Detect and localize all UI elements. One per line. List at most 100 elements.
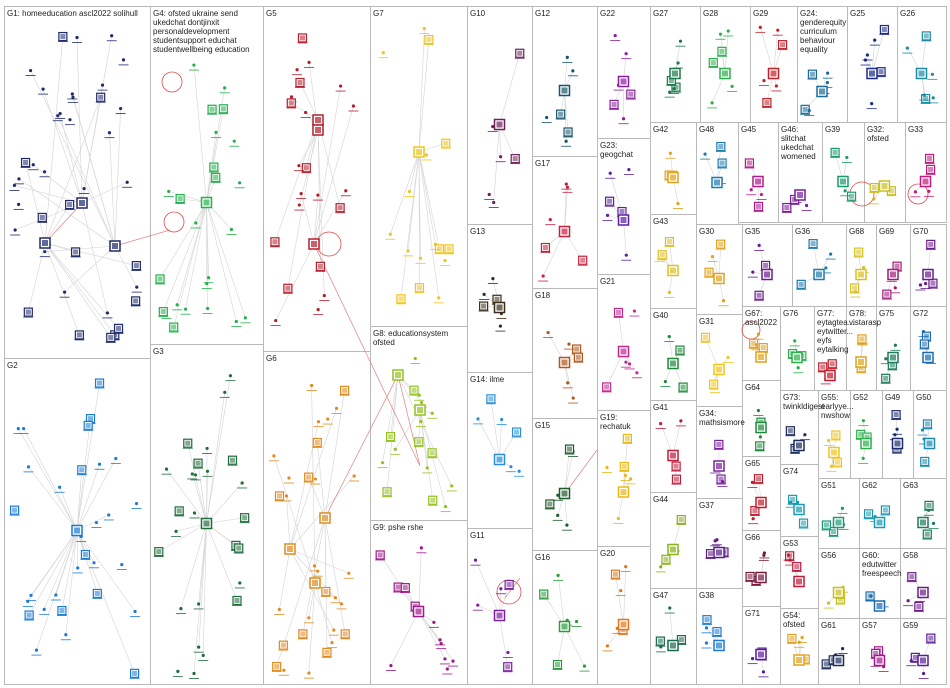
hub-avatar-image: [922, 178, 929, 185]
user-node: [344, 189, 348, 193]
user-node: [759, 192, 764, 197]
user-node: [506, 650, 510, 655]
group-label-g2: G2: [7, 361, 18, 370]
avatar-image: [858, 365, 864, 371]
hub-avatar-image: [716, 366, 722, 373]
edge: [206, 108, 224, 203]
user-node: [774, 84, 778, 88]
avatar-image: [663, 556, 669, 562]
hub-avatar-image: [890, 271, 896, 278]
edge: [273, 455, 316, 584]
avatar-image: [711, 381, 717, 387]
user-node: [672, 86, 676, 91]
edge: [197, 463, 207, 524]
avatar-image: [185, 440, 191, 446]
avatar-image: [928, 166, 934, 172]
hub-avatar-image: [79, 200, 85, 206]
avatar-image: [25, 309, 31, 315]
user-node: [667, 290, 671, 294]
group-box-g36: [792, 224, 847, 307]
user-node: [432, 620, 436, 624]
user-node: [659, 565, 663, 569]
avatar-image: [317, 263, 323, 269]
edge: [564, 90, 569, 133]
avatar-image: [73, 249, 79, 255]
user-node: [922, 93, 926, 97]
cross-group-edge: [324, 374, 399, 519]
user-node: [450, 484, 454, 488]
edge: [490, 398, 500, 460]
hub-avatar-image: [764, 271, 770, 278]
user-node: [63, 290, 67, 294]
edge: [418, 547, 422, 612]
user-node: [668, 151, 672, 155]
user-node: [616, 516, 620, 521]
hub-avatar-image: [417, 407, 423, 413]
edge: [76, 530, 136, 612]
group-label-g23: G23: geogchat: [600, 141, 633, 159]
user-node: [548, 218, 552, 222]
user-node: [183, 307, 188, 311]
user-node: [351, 104, 356, 108]
user-node: [909, 659, 913, 663]
edge: [206, 202, 246, 318]
group-label-g53: G53: [783, 539, 799, 548]
edge: [176, 202, 207, 305]
avatar-image: [342, 631, 348, 637]
group-label-g34: G34: mathsismore: [699, 409, 745, 427]
hub-avatar-image: [835, 519, 842, 526]
hub-avatar-image: [561, 490, 568, 497]
edge: [324, 517, 327, 592]
avatar-image: [416, 285, 422, 291]
avatar-image: [668, 78, 674, 84]
avatar-image: [889, 362, 895, 368]
group-label-g60: G60: edutwitter freespeech: [862, 551, 902, 578]
avatar-image: [98, 94, 104, 100]
avatar-image: [923, 96, 929, 102]
group-box-g16: [532, 550, 598, 685]
user-node: [893, 286, 897, 290]
cross-group-edge: [313, 243, 421, 467]
avatar-image: [177, 196, 183, 202]
group-label-g75: G75: [879, 309, 895, 318]
hub-avatar-image: [796, 657, 802, 663]
user-node: [556, 513, 560, 517]
user-node: [659, 421, 663, 426]
hub-avatar-image: [670, 642, 676, 649]
cross-group-edge: [114, 229, 171, 247]
hub-avatar-image: [831, 449, 837, 456]
edge: [477, 418, 500, 460]
edge: [28, 530, 78, 616]
avatar-image: [756, 292, 762, 298]
edge: [206, 392, 226, 524]
hub-avatar-image: [670, 452, 676, 459]
edge: [289, 548, 349, 574]
user-node: [861, 419, 865, 423]
hub-avatar-image: [796, 578, 802, 585]
user-node: [829, 252, 833, 256]
user-node: [42, 170, 47, 174]
user-node: [439, 642, 443, 646]
user-node: [31, 163, 35, 167]
edge: [308, 582, 316, 674]
group-label-g32: G32: ofsted: [867, 125, 889, 143]
avatar-image: [213, 174, 219, 180]
edge: [499, 53, 521, 125]
user-node: [451, 659, 455, 663]
avatar-image: [756, 203, 762, 209]
avatar-image: [512, 156, 518, 162]
hub-avatar-image: [876, 603, 883, 609]
self-loop-edge: [907, 183, 929, 205]
group-label-g3: G3: [153, 347, 164, 356]
user-node: [206, 306, 210, 311]
user-node: [498, 324, 502, 328]
user-node: [229, 227, 234, 232]
hub-avatar-image: [770, 70, 777, 77]
group-box-g68: [846, 224, 877, 307]
edge: [418, 611, 446, 660]
avatar-image: [624, 435, 630, 441]
user-node: [97, 462, 102, 466]
edge: [59, 487, 78, 531]
user-node: [627, 167, 631, 172]
